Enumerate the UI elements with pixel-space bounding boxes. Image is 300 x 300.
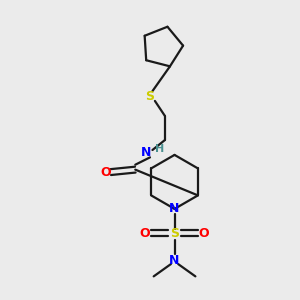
Text: O: O: [140, 227, 150, 240]
Text: N: N: [169, 254, 180, 267]
Text: N: N: [141, 146, 152, 159]
Text: S: S: [146, 89, 154, 103]
Text: N: N: [169, 202, 180, 215]
Text: O: O: [100, 166, 111, 178]
Text: O: O: [199, 227, 209, 240]
Text: S: S: [170, 227, 179, 240]
Text: H: H: [155, 144, 164, 154]
